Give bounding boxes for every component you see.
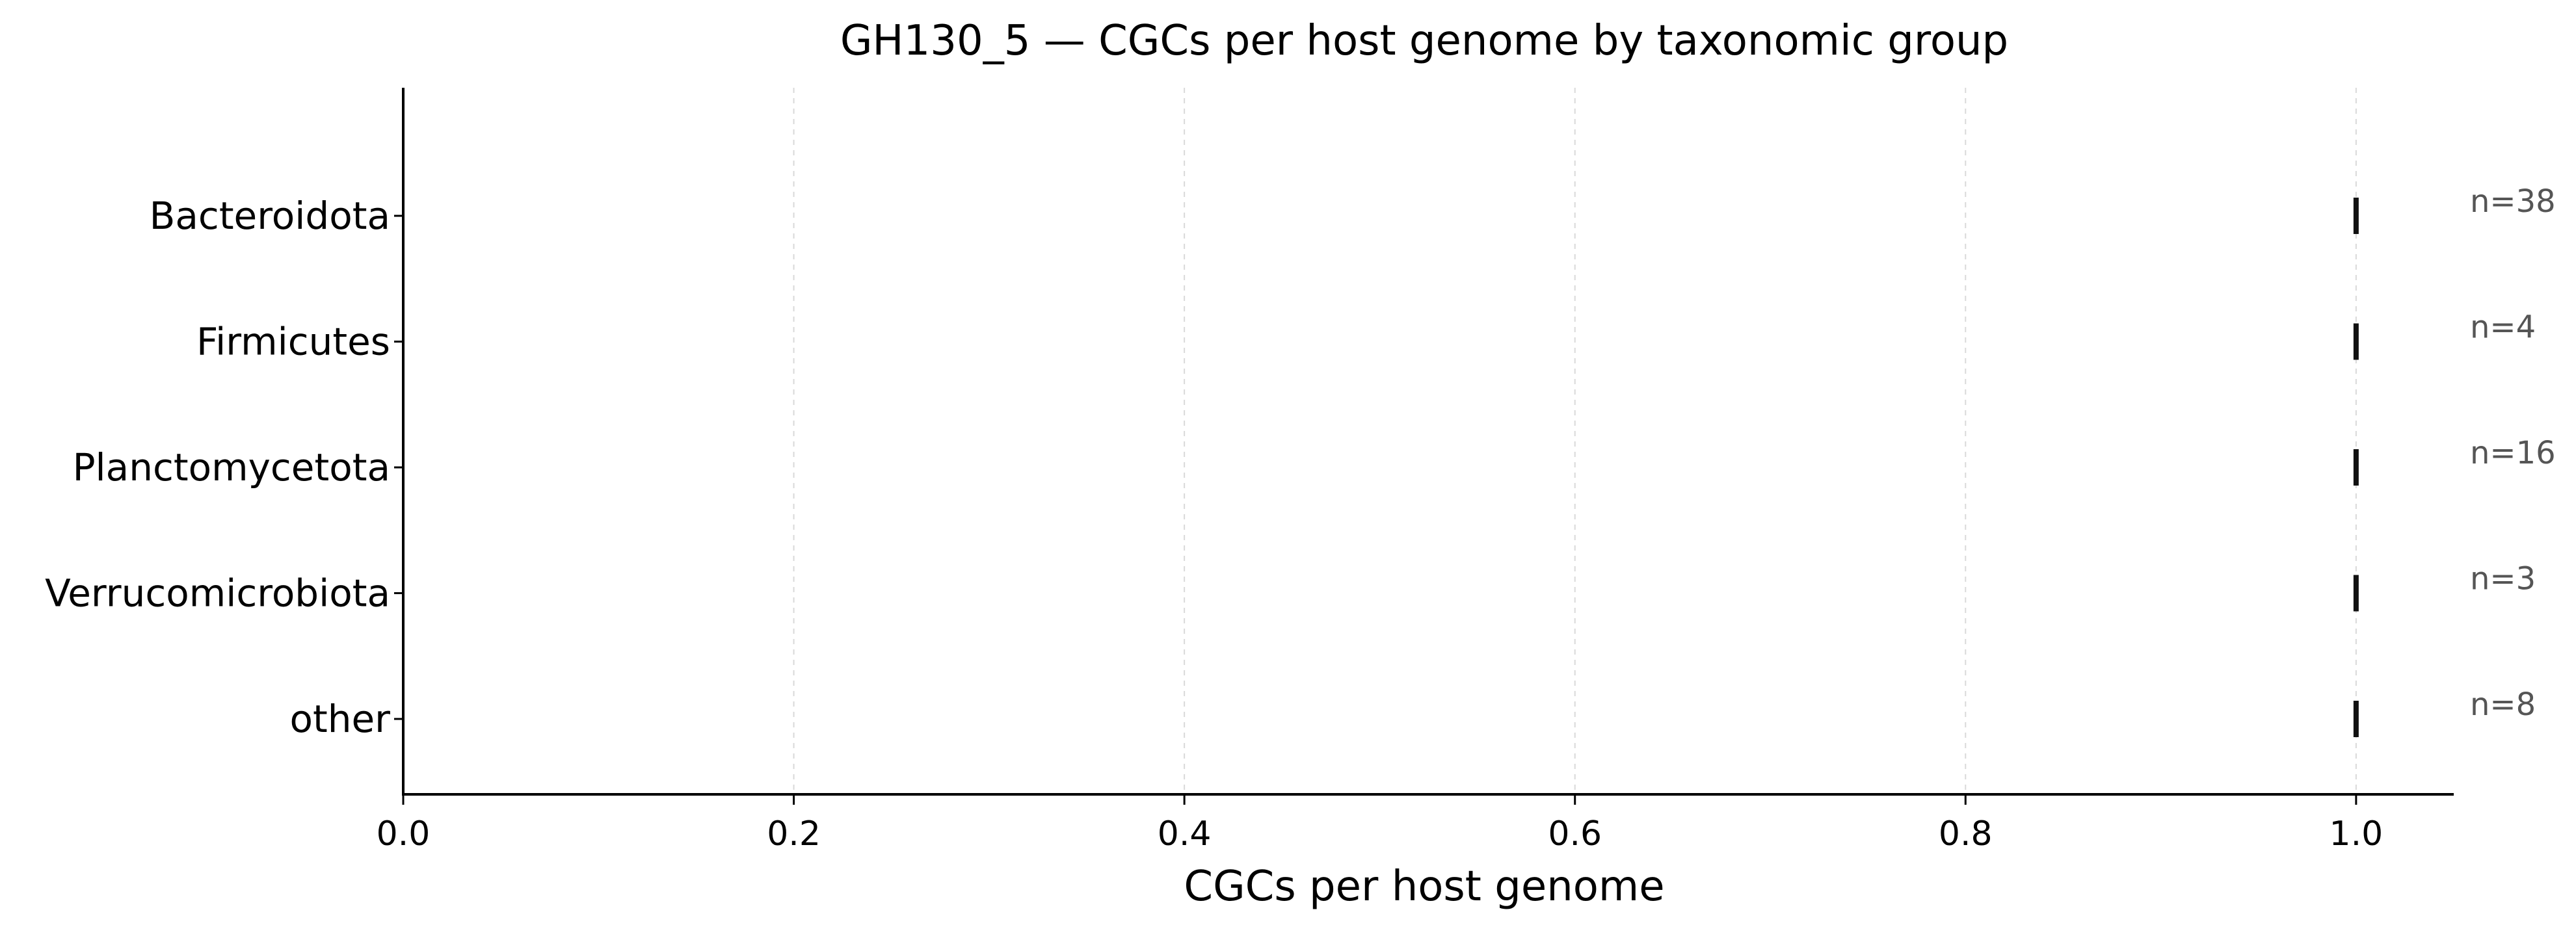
x-tick-label: 0.0 — [377, 814, 431, 853]
y-tick-label: other — [289, 697, 390, 741]
y-tick-label: Bacteroidota — [150, 194, 390, 238]
count-label: n=8 — [2470, 686, 2536, 723]
x-tick-label: 0.4 — [1158, 814, 1212, 853]
x-tick-label: 0.6 — [1548, 814, 1602, 853]
x-tick-label: 0.2 — [767, 814, 821, 853]
y-tick-label: Firmicutes — [196, 320, 390, 364]
x-tick-label: 1.0 — [2330, 814, 2383, 853]
count-label: n=38 — [2470, 183, 2556, 220]
y-tick-label: Planctomycetota — [73, 445, 390, 489]
count-label: n=4 — [2470, 309, 2536, 346]
count-label: n=16 — [2470, 435, 2556, 471]
count-label: n=3 — [2470, 561, 2536, 597]
x-axis-label: CGCs per host genome — [1184, 863, 1664, 911]
axis-layer: 0.0 0.2 0.4 0.6 0.8 1.0 Bacteroidota Firmicutes… — [45, 88, 2454, 853]
marks-layer: n=38 n=4 n=16 n=3 n=8 — [2353, 183, 2556, 737]
chart-title: GH130_5 — CGCs per host genome by taxono… — [840, 17, 2008, 65]
y-tick-label: Verrucomicrobiota — [45, 571, 390, 616]
x-tick-label: 0.8 — [1939, 814, 1993, 853]
